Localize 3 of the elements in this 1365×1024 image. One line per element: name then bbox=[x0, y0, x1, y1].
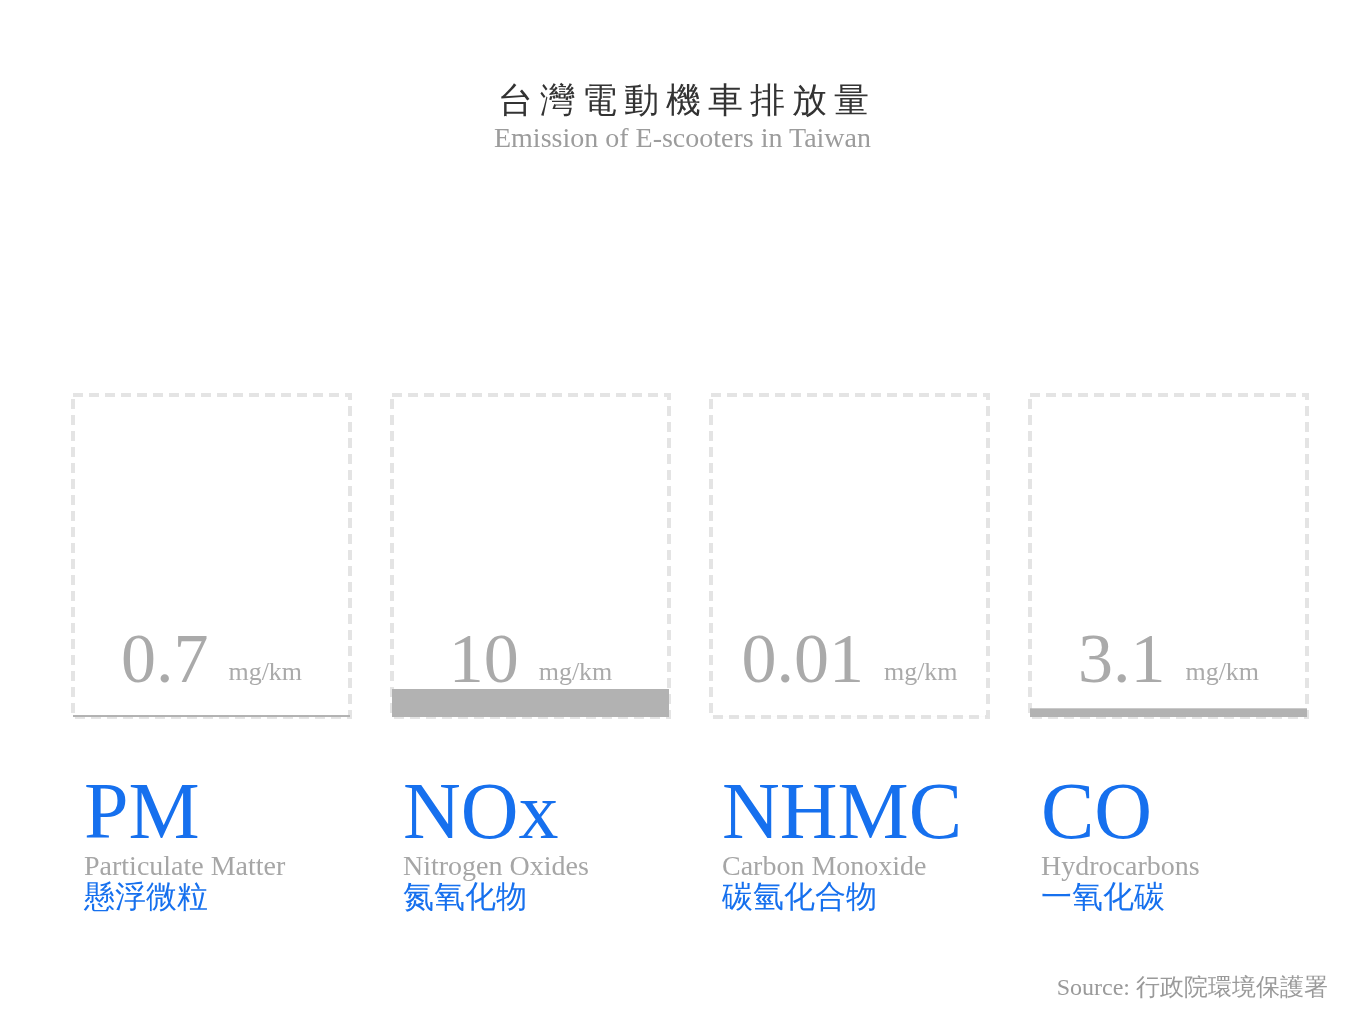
annotation: Source: 行政院環境保護署 bbox=[1056, 974, 1328, 1000]
subtitle: Emission of E-scooters in Taiwan bbox=[494, 122, 871, 153]
title: 台灣電動機車排放量 bbox=[497, 81, 876, 120]
